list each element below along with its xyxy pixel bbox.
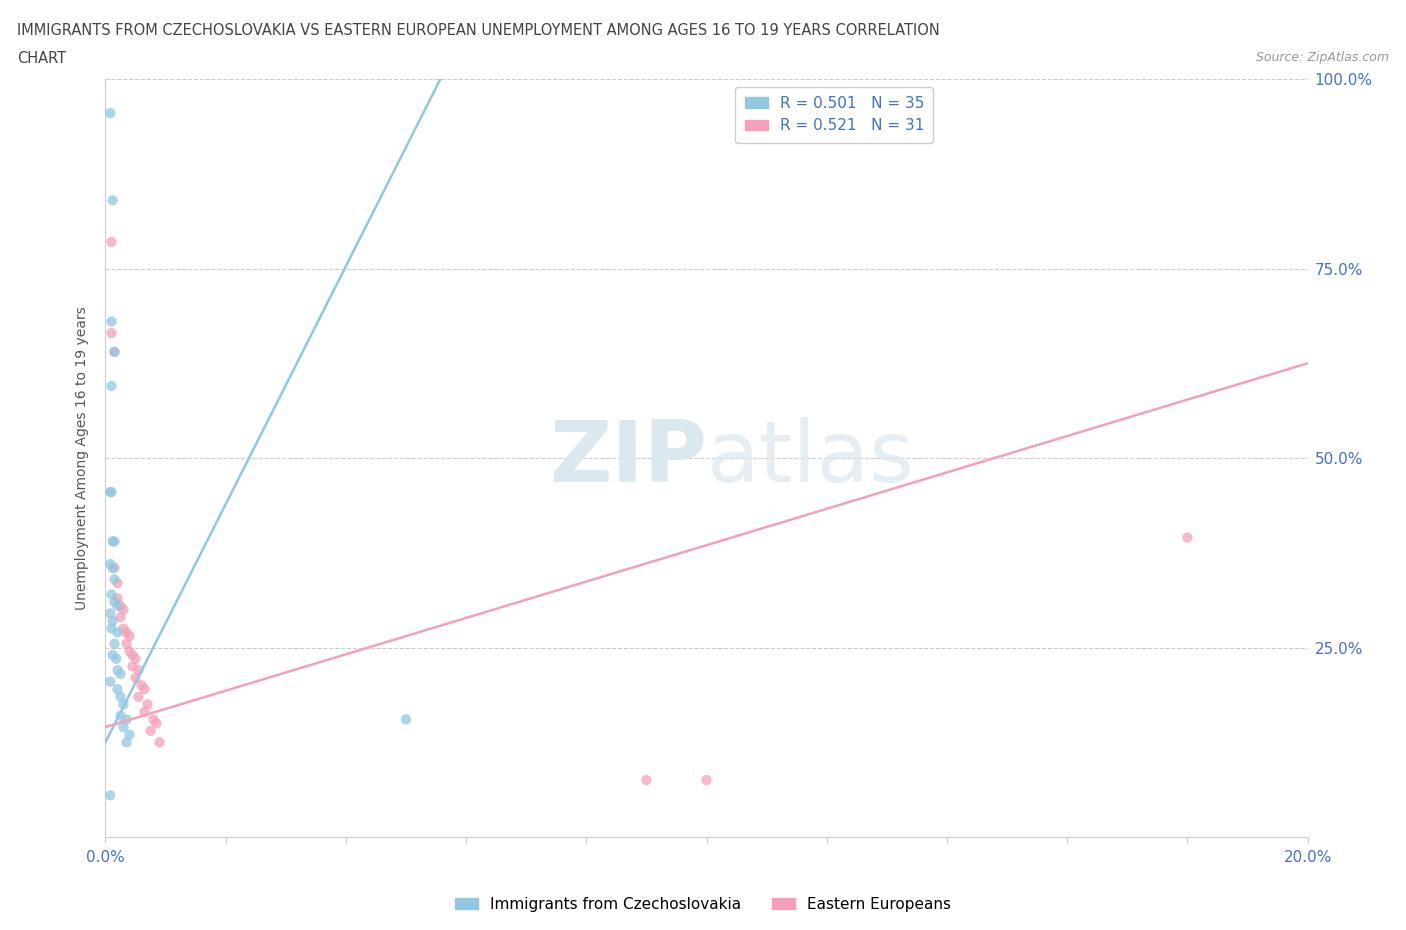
Point <box>101 193 124 207</box>
Text: Source: ZipAtlas.com: Source: ZipAtlas.com <box>1256 51 1389 64</box>
Point <box>110 689 132 704</box>
Point <box>101 534 124 549</box>
Legend: Immigrants from Czechoslovakia, Eastern Europeans: Immigrants from Czechoslovakia, Eastern … <box>449 891 957 918</box>
Point <box>103 636 125 651</box>
Point <box>100 621 122 636</box>
Point <box>101 647 124 662</box>
Point <box>124 651 146 666</box>
Point <box>139 724 162 738</box>
Point <box>134 705 156 720</box>
Legend: R = 0.501   N = 35, R = 0.521   N = 31: R = 0.501 N = 35, R = 0.521 N = 31 <box>735 86 934 142</box>
Point <box>134 682 156 697</box>
Point <box>101 561 124 576</box>
Point <box>100 314 122 329</box>
Point <box>115 712 138 727</box>
Point <box>696 773 718 788</box>
Point <box>100 587 122 602</box>
Point <box>112 720 135 735</box>
Point <box>121 647 143 662</box>
Point <box>112 621 135 636</box>
Point <box>107 625 129 640</box>
Point <box>118 727 141 742</box>
Point <box>98 606 121 621</box>
Point <box>112 603 135 618</box>
Point <box>110 598 132 613</box>
Point <box>103 561 125 576</box>
Text: IMMIGRANTS FROM CZECHOSLOVAKIA VS EASTERN EUROPEAN UNEMPLOYMENT AMONG AGES 16 TO: IMMIGRANTS FROM CZECHOSLOVAKIA VS EASTER… <box>17 23 939 38</box>
Point <box>1175 530 1198 545</box>
Point <box>105 651 128 666</box>
Point <box>115 636 138 651</box>
Point <box>636 773 658 788</box>
Text: ZIP: ZIP <box>548 417 707 499</box>
Point <box>107 663 129 678</box>
Point <box>148 735 170 750</box>
Point <box>98 106 121 121</box>
Point <box>136 697 159 711</box>
Point <box>121 659 143 674</box>
Point <box>395 712 418 727</box>
Point <box>103 534 125 549</box>
Point <box>124 671 146 685</box>
Point <box>128 663 150 678</box>
Point <box>103 594 125 609</box>
Point <box>107 576 129 591</box>
Point <box>128 689 150 704</box>
Point <box>100 485 122 499</box>
Point <box>118 644 141 658</box>
Point <box>110 610 132 625</box>
Point <box>142 712 165 727</box>
Point <box>107 598 129 613</box>
Point <box>98 674 121 689</box>
Point <box>103 344 125 359</box>
Y-axis label: Unemployment Among Ages 16 to 19 years: Unemployment Among Ages 16 to 19 years <box>76 306 90 610</box>
Point <box>110 667 132 682</box>
Point <box>145 716 167 731</box>
Point <box>131 678 153 693</box>
Point <box>101 614 124 629</box>
Point <box>103 344 125 359</box>
Point <box>112 697 135 711</box>
Point <box>103 572 125 587</box>
Point <box>100 234 122 249</box>
Text: CHART: CHART <box>17 51 66 66</box>
Point <box>100 326 122 340</box>
Text: atlas: atlas <box>707 417 914 499</box>
Point <box>98 788 121 803</box>
Point <box>107 591 129 605</box>
Point <box>107 682 129 697</box>
Point <box>98 557 121 572</box>
Point <box>100 379 122 393</box>
Point <box>98 485 121 499</box>
Point <box>115 625 138 640</box>
Point <box>118 629 141 644</box>
Point <box>110 709 132 724</box>
Point <box>115 735 138 750</box>
